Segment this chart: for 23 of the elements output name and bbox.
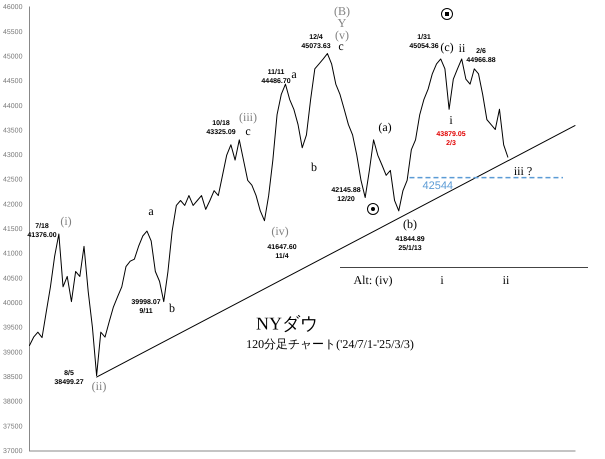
annotation: (iv) [271, 224, 289, 238]
annotation: Y [338, 16, 347, 30]
annotation: i [440, 273, 444, 288]
text: 120分足チャート('24/7/1-'25/3/3) [246, 337, 414, 352]
annotation: i [449, 113, 454, 128]
annotation: ii [458, 41, 466, 56]
annotation: b [169, 301, 175, 316]
annotation: (b) [403, 217, 417, 232]
annotation: (a) [378, 120, 392, 134]
annotation: a [291, 67, 298, 82]
annotation: iii ? [514, 164, 532, 178]
annotation: (iii) [239, 110, 257, 124]
text: NYダウ [256, 314, 318, 334]
annotation: c [245, 124, 251, 138]
annotation: (i) [60, 214, 72, 228]
annotation: (c) [440, 40, 454, 54]
annotation: Alt: (iv) [354, 273, 392, 288]
annotation: (ii) [92, 379, 106, 394]
annotation: a [148, 204, 154, 218]
annotation: ii [502, 273, 510, 288]
ref-line-label: 42544 [422, 180, 454, 192]
annotation: (B) [334, 4, 350, 18]
annotation: b [311, 160, 317, 174]
